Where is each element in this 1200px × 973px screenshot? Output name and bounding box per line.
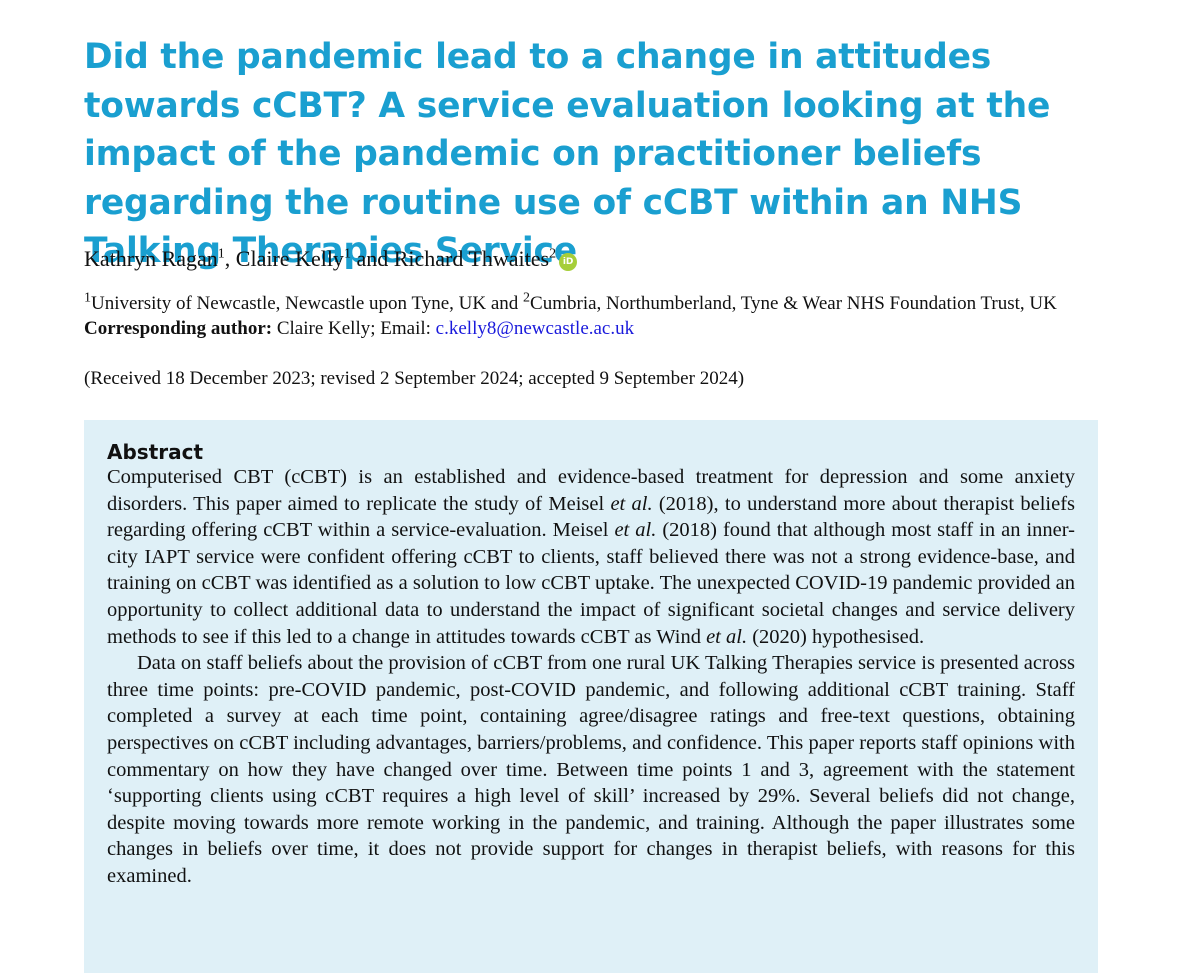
corresponding-author-text: Claire Kelly; Email: <box>272 318 436 339</box>
author-affiliation-mark: 1 <box>217 246 225 262</box>
citation-et-al: et al. <box>706 625 748 648</box>
affiliation-mark: 2 <box>523 290 531 306</box>
author-list: Kathryn Ragan1, Claire Kelly1 and Richar… <box>84 243 578 275</box>
author-affiliation-mark: 2 <box>549 246 557 262</box>
orcid-icon[interactable]: iD <box>559 253 578 271</box>
affiliation-text: Cumbria, Northumberland, Tyne & Wear NHS… <box>530 293 1057 314</box>
affiliations-block: 1University of Newcastle, Newcastle upon… <box>84 291 1164 341</box>
author-name: Claire Kelly <box>235 246 344 271</box>
submission-dates: (Received 18 December 2023; revised 2 Se… <box>84 368 745 389</box>
abstract-panel: Abstract Computerised CBT (cCBT) is an e… <box>84 420 1098 973</box>
corresponding-author-label: Corresponding author: <box>84 318 273 339</box>
author-separator: , <box>224 246 236 271</box>
paper-title: Did the pandemic lead to a change in att… <box>84 37 1051 271</box>
citation-et-al: et al. <box>610 492 653 515</box>
abstract-paragraph-1: Computerised CBT (cCBT) is an establishe… <box>107 464 1075 650</box>
abstract-text-run: (2020) hypothesised. <box>747 625 925 648</box>
author-affiliation-mark: 1 <box>343 246 351 262</box>
author-separator: and <box>350 246 394 271</box>
abstract-text-run: (2018) found that although most staff in… <box>107 519 1076 648</box>
abstract-text-run: Computerised CBT (cCBT) is an establishe… <box>107 466 1075 515</box>
author-name: Kathryn Ragan <box>84 246 218 271</box>
abstract-text-run: (2018), to understand more about therapi… <box>107 492 1076 542</box>
correspondence-line: Corresponding author: Claire Kelly; Emai… <box>84 316 1164 341</box>
author-name: Richard Thwaites <box>393 246 550 271</box>
citation-et-al: et al. <box>614 519 657 542</box>
abstract-body: Computerised CBT (cCBT) is an establishe… <box>107 464 1075 890</box>
affiliation-mark: 1 <box>84 290 91 306</box>
affiliation-text: University of Newcastle, Newcastle upon … <box>91 293 524 314</box>
abstract-heading: Abstract <box>107 440 204 464</box>
abstract-paragraph-2: Data on staff beliefs about the provisio… <box>107 652 1075 887</box>
affiliation-line: 1University of Newcastle, Newcastle upon… <box>84 291 1164 316</box>
email-link[interactable]: c.kelly8@newcastle.ac.uk <box>435 318 635 339</box>
